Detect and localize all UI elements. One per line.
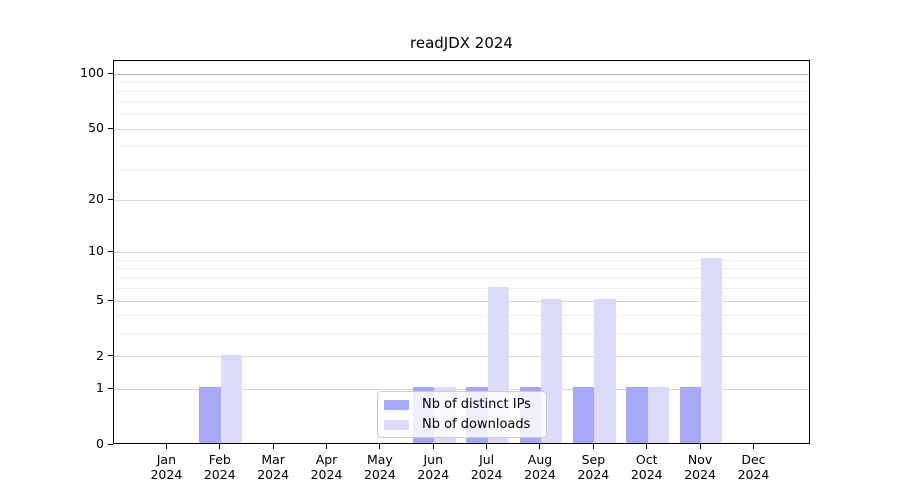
- gridline-minor: [114, 259, 809, 261]
- plot-area: Nb of distinct IPs Nb of downloads: [113, 60, 810, 444]
- gridline-major: [114, 356, 809, 358]
- x-tick-mark: [646, 444, 648, 449]
- gridline-major: [114, 73, 809, 75]
- y-tick-mark: [108, 443, 113, 445]
- x-tick-label: Sep 2024: [577, 452, 610, 482]
- x-tick-label: Jan 2024: [150, 452, 183, 482]
- x-tick-label: Apr 2024: [310, 452, 343, 482]
- x-tick-mark: [326, 444, 327, 449]
- x-tick-mark: [165, 444, 167, 449]
- x-tick-label: Jun 2024: [417, 452, 450, 482]
- y-tick-mark: [108, 127, 113, 129]
- x-tick-label: Mar 2024: [257, 452, 290, 482]
- y-tick-mark: [108, 250, 113, 252]
- x-tick-label: Nov 2024: [684, 452, 716, 482]
- y-tick-mark: [108, 72, 113, 74]
- gridline-minor: [114, 91, 809, 93]
- y-tick-mark: [108, 387, 113, 389]
- gridline-major: [114, 199, 809, 201]
- x-tick-mark: [752, 444, 754, 449]
- gridline-minor: [114, 288, 809, 290]
- x-tick-mark: [592, 444, 594, 449]
- gridline-minor: [114, 277, 809, 279]
- gridline-minor: [114, 114, 809, 116]
- gridline-minor: [114, 146, 809, 148]
- chart-title: readJDX 2024: [410, 34, 513, 52]
- chart-legend: Nb of distinct IPs Nb of downloads: [377, 391, 547, 438]
- x-tick-label: Jul 2024: [470, 452, 503, 482]
- x-tick-label: Oct 2024: [630, 452, 663, 482]
- legend-label: Nb of downloads: [422, 417, 531, 432]
- legend-swatch-downloads: [384, 419, 409, 430]
- y-tick-mark: [108, 355, 113, 357]
- x-tick-mark: [486, 444, 488, 449]
- gridline-major: [114, 251, 809, 253]
- y-tick-label: 20: [88, 191, 104, 207]
- gridline-minor: [114, 333, 809, 335]
- bar-downloads-oct: [647, 387, 670, 443]
- legend-item-distinct-ips: Nb of distinct IPs: [384, 397, 540, 412]
- gridline-major: [114, 388, 809, 390]
- bar-downloads-feb: [220, 354, 243, 443]
- legend-item-downloads: Nb of downloads: [384, 417, 540, 432]
- bar-downloads-sep: [594, 299, 616, 443]
- y-tick-mark: [108, 198, 113, 200]
- y-tick-label: 0: [96, 436, 104, 451]
- y-tick-label: 2: [96, 347, 104, 363]
- bar-ips-nov: [679, 387, 702, 443]
- x-tick-mark: [699, 444, 701, 449]
- y-tick-mark: [108, 299, 113, 301]
- y-tick-label: 50: [88, 120, 104, 136]
- y-tick-label: 5: [96, 292, 104, 308]
- y-tick-label: 1: [96, 380, 104, 396]
- y-tick-label: 10: [88, 243, 104, 259]
- x-tick-label: May 2024: [363, 452, 396, 482]
- y-tick-label: 100: [80, 65, 104, 81]
- legend-swatch-ips: [384, 399, 409, 410]
- gridline-major: [114, 128, 809, 130]
- bar-ips-feb: [199, 387, 221, 443]
- x-tick-mark: [432, 444, 434, 449]
- legend-label: Nb of distinct IPs: [422, 397, 531, 412]
- x-tick-label: Dec 2024: [737, 452, 770, 482]
- x-tick-mark: [272, 444, 274, 449]
- x-tick-mark: [539, 444, 541, 449]
- gridline-major: [114, 300, 809, 302]
- gridline-minor: [114, 82, 809, 84]
- gridline-minor: [114, 168, 809, 170]
- x-tick-label: Aug 2024: [524, 452, 556, 482]
- x-tick-mark: [219, 444, 221, 449]
- x-tick-label: Feb 2024: [203, 452, 236, 482]
- gridline-minor: [114, 267, 809, 269]
- x-tick-mark: [379, 444, 381, 449]
- bar-ips-sep: [572, 387, 595, 443]
- bar-downloads-nov: [701, 258, 723, 443]
- gridline-minor: [114, 315, 809, 317]
- gridline-minor: [114, 102, 809, 104]
- bar-ips-oct: [626, 387, 648, 443]
